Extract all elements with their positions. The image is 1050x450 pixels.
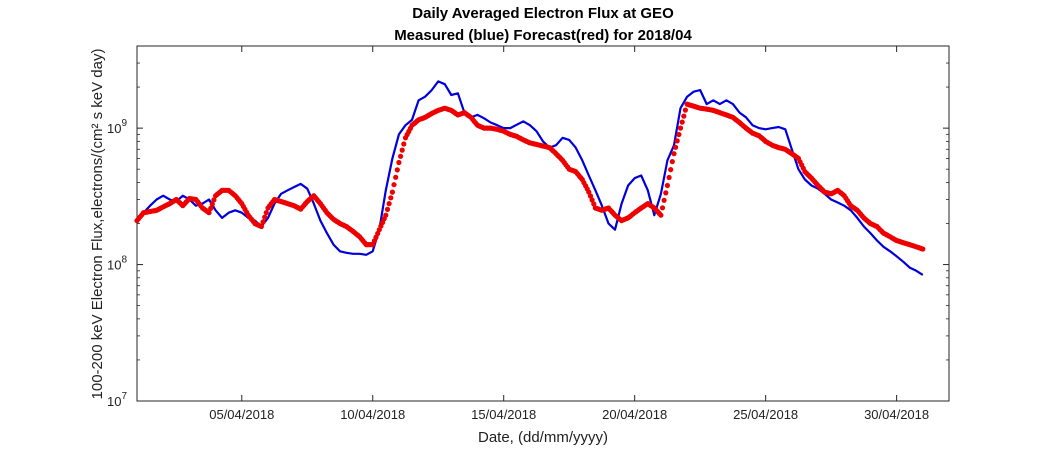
forecast-point bbox=[669, 159, 675, 165]
y-tick-exponent: 9 bbox=[121, 118, 127, 129]
forecast-point bbox=[396, 159, 402, 166]
forecast-point bbox=[393, 174, 399, 180]
forecast-point bbox=[682, 107, 689, 113]
forecast-point bbox=[209, 201, 215, 207]
forecast-point bbox=[671, 151, 677, 157]
x-tick-label: 25/04/2018 bbox=[733, 407, 798, 422]
plot-area bbox=[136, 45, 950, 402]
forecast-point bbox=[383, 212, 389, 218]
x-tick-label: 15/04/2018 bbox=[471, 407, 536, 422]
forecast-point bbox=[658, 212, 664, 218]
chart-subtitle: Measured (blue) Forecast(red) for 2018/0… bbox=[394, 27, 692, 44]
forecast-point bbox=[386, 201, 392, 207]
forecast-point bbox=[208, 205, 214, 211]
forecast-point bbox=[211, 197, 217, 203]
forecast-point bbox=[587, 193, 594, 199]
forecast-point bbox=[586, 189, 592, 195]
x-axis-label: Date, (dd/mm/yyyy) bbox=[478, 429, 608, 446]
forecast-point bbox=[661, 197, 667, 203]
forecast-point bbox=[399, 147, 405, 153]
forecast-point bbox=[674, 138, 680, 144]
series-layer bbox=[134, 80, 926, 276]
forecast-point bbox=[388, 195, 394, 201]
forecast-point bbox=[676, 131, 682, 138]
forecast-point bbox=[260, 219, 266, 225]
x-tick-label: 05/04/2018 bbox=[209, 407, 274, 422]
forecast-point bbox=[681, 113, 687, 119]
chart-title: Daily Averaged Electron Flux at GEO bbox=[412, 5, 674, 22]
forecast-point bbox=[263, 210, 269, 216]
x-axis-ticks: 05/04/2018 10/04/2018 15/04/2018 20/04/2018… bbox=[209, 46, 929, 422]
x-tick-label: 10/04/2018 bbox=[340, 407, 405, 422]
forecast-point bbox=[384, 206, 391, 212]
forecast-point bbox=[262, 214, 268, 220]
y-tick-base: 10 bbox=[107, 258, 121, 273]
forecast-point bbox=[591, 201, 597, 207]
forecast-point bbox=[664, 182, 671, 189]
y-axis-label: 100-200 keV Electron Flux,electrons/(cm²… bbox=[89, 49, 106, 400]
y-tick-label: 109 bbox=[107, 118, 127, 136]
forecast-point bbox=[677, 125, 684, 131]
forecast-point bbox=[389, 189, 395, 195]
y-tick-label: 108 bbox=[107, 255, 127, 273]
forecast-point bbox=[668, 167, 674, 173]
y-tick-exponent: 8 bbox=[121, 255, 127, 266]
forecast-point bbox=[663, 190, 669, 196]
y-tick-base: 10 bbox=[107, 121, 121, 136]
forecast-point bbox=[666, 174, 672, 181]
forecast-point bbox=[679, 119, 685, 125]
forecast-point bbox=[394, 167, 400, 173]
forecast-point bbox=[391, 182, 397, 188]
forecast-point bbox=[589, 197, 595, 203]
y-tick-base: 10 bbox=[107, 394, 121, 409]
forecast-point bbox=[401, 141, 407, 147]
forecast-point bbox=[206, 210, 212, 216]
forecast-point bbox=[398, 153, 404, 159]
forecast-point bbox=[673, 144, 679, 150]
y-tick-label: 107 bbox=[107, 391, 127, 409]
forecast-point bbox=[659, 205, 666, 211]
x-tick-label: 20/04/2018 bbox=[602, 407, 667, 422]
forecast-point bbox=[920, 246, 926, 252]
y-tick-exponent: 7 bbox=[121, 391, 127, 402]
forecast-point bbox=[258, 223, 264, 230]
measured-series-line bbox=[136, 80, 924, 276]
x-tick-label: 30/04/2018 bbox=[864, 407, 929, 422]
